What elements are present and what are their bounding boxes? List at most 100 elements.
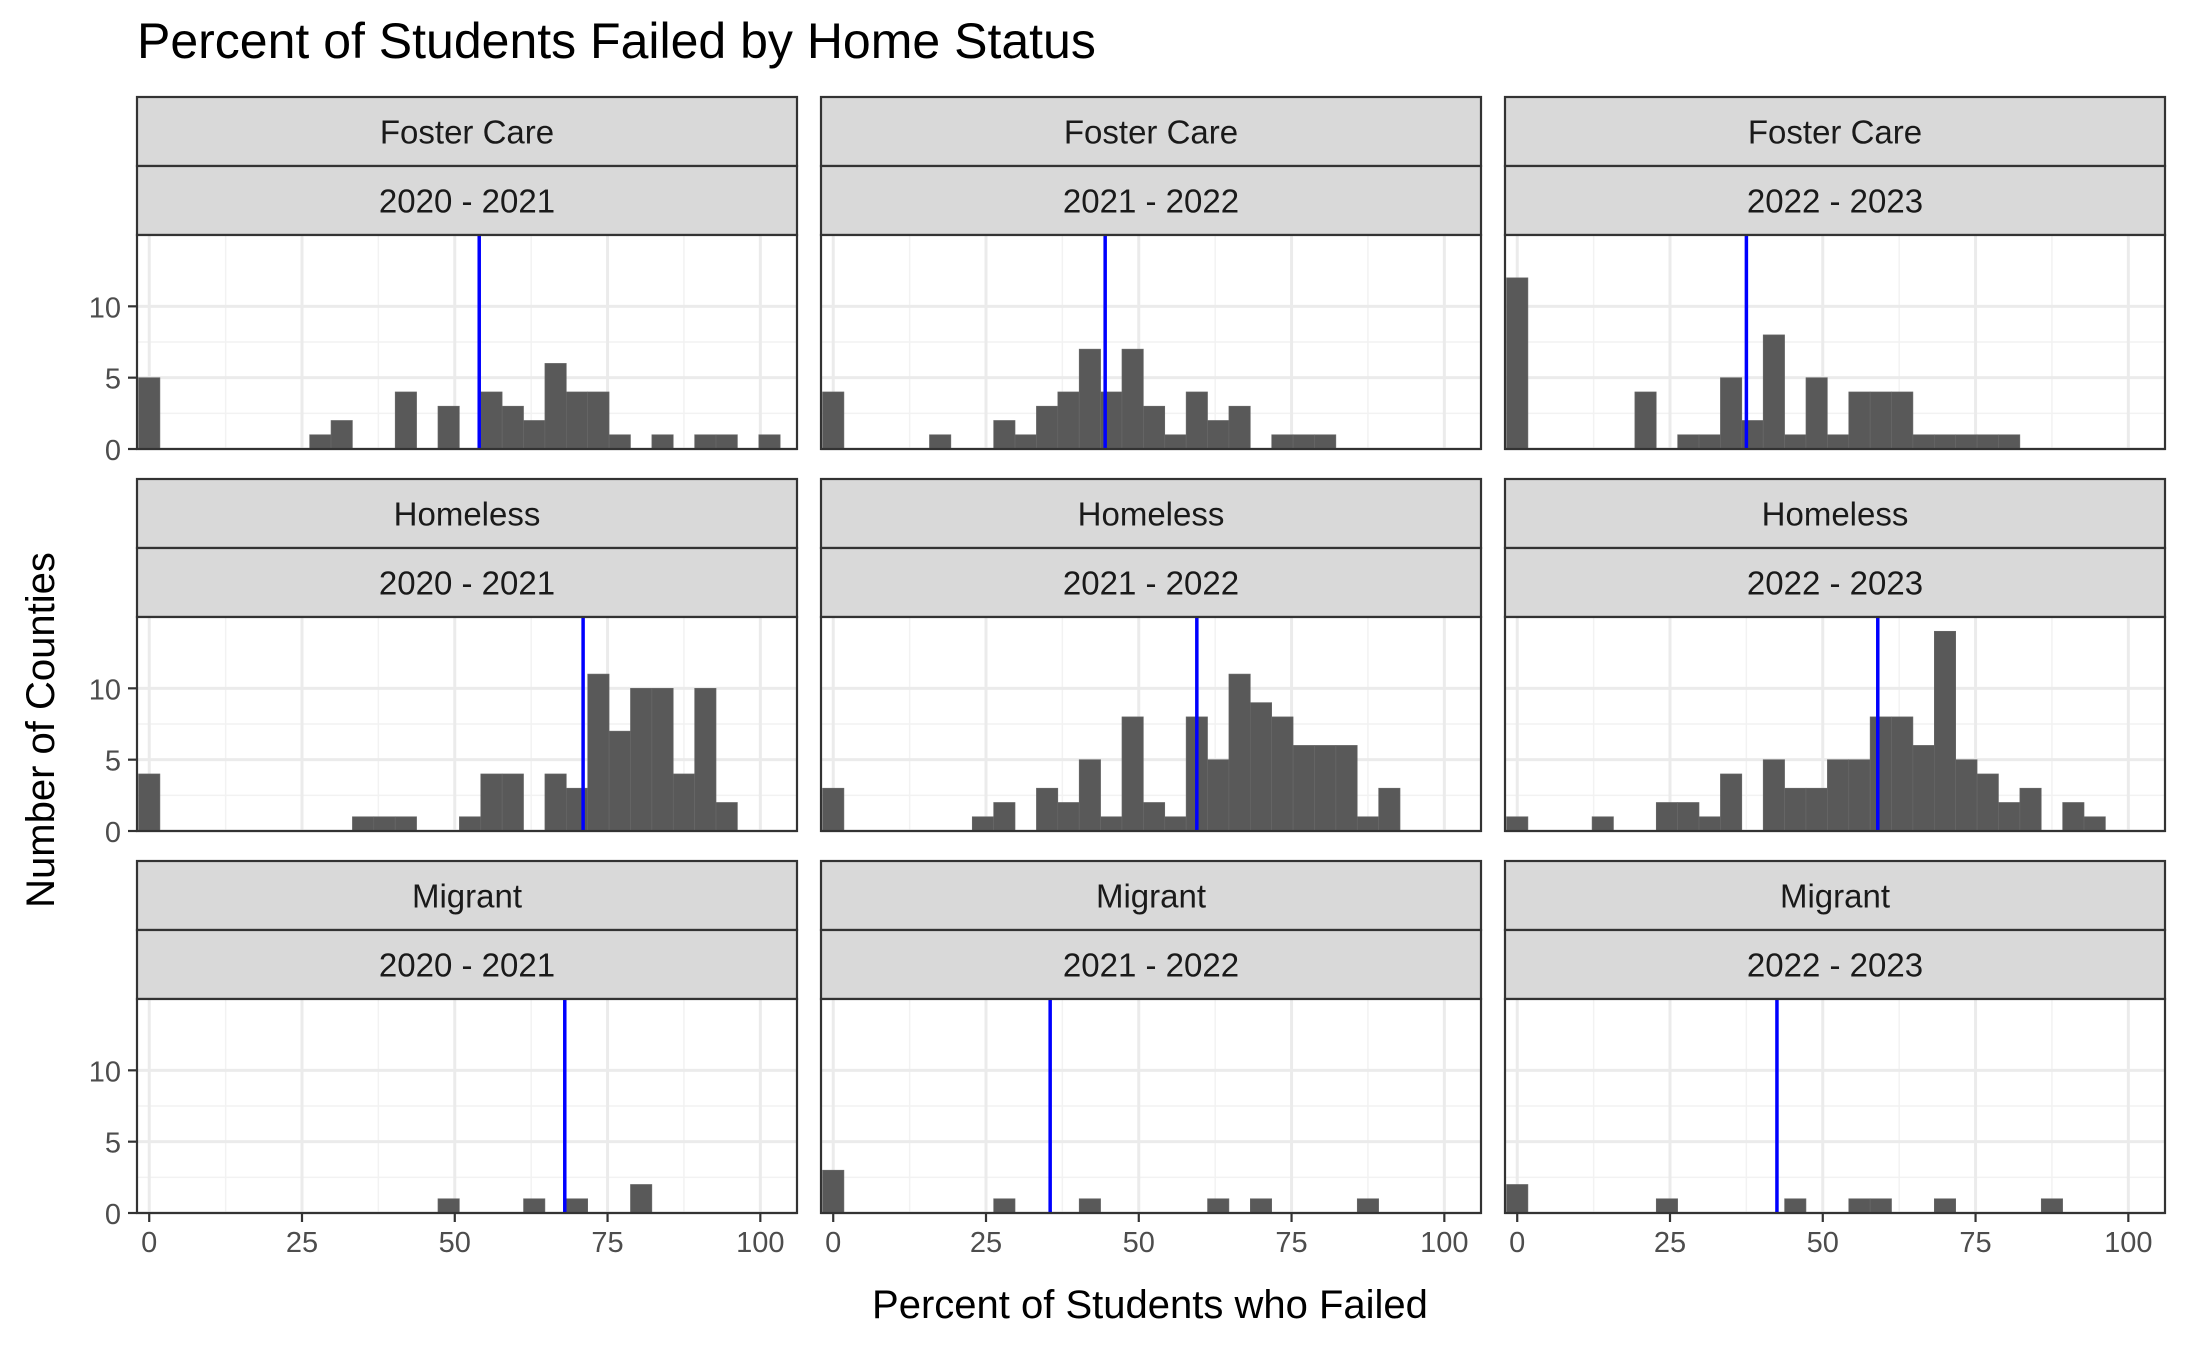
histogram-bar [1164, 434, 1187, 450]
histogram-bar [971, 816, 994, 832]
facet-status-label: Homeless [394, 496, 541, 533]
facet-panel: Foster Care 2022 - 2023 [1503, 95, 2167, 451]
x-tick-label: 50 [439, 1227, 471, 1259]
histogram-bar [1998, 434, 2021, 450]
histogram-bar [1378, 787, 1401, 832]
facet-year-label: 2020 - 2021 [379, 183, 555, 220]
histogram-bar [1634, 391, 1657, 450]
histogram-bar [501, 773, 524, 832]
histogram-bar [1506, 277, 1529, 450]
histogram-bar [566, 1198, 588, 1214]
histogram-bar [1827, 434, 1850, 450]
panel-border [135, 997, 799, 1215]
histogram-bar [1998, 802, 2021, 832]
histogram-bar [437, 1198, 460, 1214]
histogram-bar [694, 688, 717, 832]
x-tick-label: 100 [736, 1227, 784, 1259]
facet-strip-year [135, 546, 799, 619]
facet-year-label: 2022 - 2023 [1747, 947, 1923, 984]
histogram-bar [1014, 434, 1037, 450]
histogram-bar [1228, 673, 1251, 832]
histogram-bar [1784, 1198, 1807, 1214]
histogram-bar [1784, 434, 1807, 450]
facet-year-label: 2021 - 2022 [1063, 947, 1239, 984]
histogram-bar [672, 773, 695, 832]
histogram-bar [1271, 716, 1294, 832]
histogram-bar [330, 420, 353, 450]
facet-panel: Homeless 2021 - 2022 [819, 477, 1483, 833]
histogram-bar [1356, 1198, 1379, 1214]
facet-status-label: Migrant [1780, 878, 1890, 915]
facet-year-label: 2022 - 2023 [1747, 183, 1923, 220]
x-tick-label: 75 [1959, 1227, 1991, 1259]
histogram-bar [1250, 1198, 1272, 1214]
histogram-bar [309, 434, 332, 450]
facet-status-label: Migrant [1096, 878, 1206, 915]
facet-strip-year [819, 928, 1483, 1001]
histogram-bar [459, 816, 482, 832]
histogram-bar [1164, 816, 1187, 832]
panel-border [1503, 997, 2167, 1215]
facet-panel: Migrant 2021 - 2022 0 25 50 75 100 [819, 859, 1483, 1259]
histogram-bar [993, 1198, 1016, 1214]
histogram-bar [1848, 759, 1871, 832]
histogram-bar [1912, 434, 1935, 450]
histogram-bar [1228, 405, 1251, 450]
histogram-bar [480, 773, 503, 832]
y-tick-label: 10 [89, 674, 121, 706]
histogram-bar [373, 816, 396, 832]
facet-strip-year [1503, 164, 2167, 237]
histogram-bar [1805, 787, 1828, 832]
histogram-bar [1698, 816, 1721, 832]
histogram-bar [587, 673, 610, 832]
histogram-bar [1207, 1198, 1230, 1214]
facet-status-label: Foster Care [1064, 114, 1238, 151]
x-tick-label: 0 [141, 1227, 157, 1259]
histogram-bar [715, 434, 738, 450]
y-tick-label: 10 [89, 1056, 121, 1088]
y-tick-label: 5 [105, 1128, 121, 1160]
facet-year-label: 2022 - 2023 [1747, 565, 1923, 602]
histogram-bar [1955, 759, 1978, 832]
histogram-bar [651, 688, 674, 832]
x-tick-label: 25 [286, 1227, 318, 1259]
histogram-bar [544, 363, 567, 450]
histogram-bar [1805, 377, 1828, 450]
histogram-bar [1121, 716, 1144, 832]
facet-strip-status [819, 95, 1483, 168]
histogram-bar [651, 434, 674, 450]
histogram-bar [1078, 759, 1101, 832]
histogram-bar [608, 730, 631, 832]
panel-border [135, 233, 799, 451]
y-tick-label: 5 [105, 746, 121, 778]
histogram-bar [523, 1198, 546, 1214]
histogram-bar [1934, 630, 1956, 832]
panel-border [819, 615, 1483, 833]
histogram-bar [822, 1169, 845, 1214]
histogram-bar [1314, 745, 1337, 832]
histogram-bar [1869, 716, 1892, 832]
y-tick-label: 10 [89, 292, 121, 324]
histogram-bar [1207, 420, 1230, 450]
histogram-bar [1720, 773, 1743, 832]
histogram-bar [715, 802, 738, 832]
x-tick-label: 0 [825, 1227, 841, 1259]
histogram-bar [138, 377, 161, 450]
histogram-bar [1976, 434, 1999, 450]
x-tick-label: 50 [1123, 1227, 1155, 1259]
histogram-bar [1848, 1198, 1871, 1214]
facet-strip-status [1503, 95, 2167, 168]
histogram-bar [822, 391, 845, 450]
histogram-bar [394, 816, 417, 832]
histogram-bar [1976, 773, 1999, 832]
facet-panels: Foster Care 2020 - 2021 0 5 10 Foster Care 202… [89, 95, 2167, 1259]
y-tick-label: 5 [105, 364, 121, 396]
facet-strip-status [135, 477, 799, 550]
facet-year-label: 2020 - 2021 [379, 565, 555, 602]
histogram-bar [1698, 434, 1721, 450]
facet-status-label: Homeless [1078, 496, 1225, 533]
histogram-bar [394, 391, 417, 450]
histogram-bar [1057, 802, 1080, 832]
